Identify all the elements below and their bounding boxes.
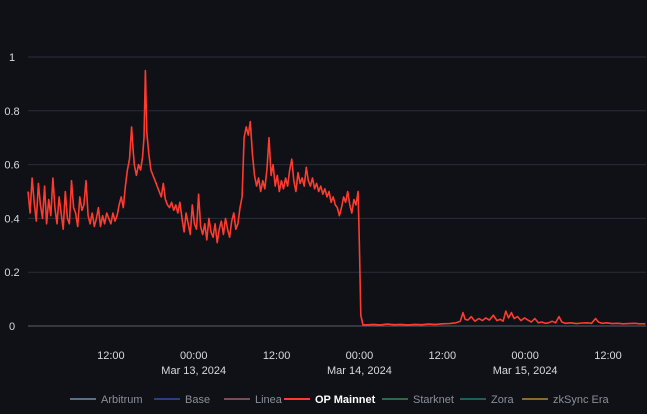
legend-label: zkSync Era: [553, 394, 610, 406]
x-tick-label: 00:00: [511, 350, 539, 362]
legend-label: OP Mainnet: [315, 394, 376, 406]
legend-item-zora[interactable]: Zora: [460, 394, 515, 406]
series-line-op-mainnet: [27, 69, 646, 326]
x-tick-label: 12:00: [263, 350, 291, 362]
y-axis: 0 0.2 0.4 0.6 0.8 1: [4, 52, 19, 333]
x-tick-date-label: Mar 13, 2024: [161, 365, 226, 377]
x-tick-date-label: Mar 14, 2024: [327, 365, 392, 377]
legend-item-base[interactable]: Base: [154, 394, 210, 406]
legend-item-zksync-era[interactable]: zkSync Era: [522, 394, 610, 406]
x-tick-label: 12:00: [594, 350, 622, 362]
x-tick-label: 00:00: [346, 350, 374, 362]
y-tick-label: 0.8: [4, 106, 19, 118]
x-axis: 12:00 00:00 Mar 13, 2024 12:00 00:00 Mar 14, …: [97, 350, 622, 377]
legend-label: Arbitrum: [101, 394, 143, 406]
legend-item-op-mainnet[interactable]: OP Mainnet: [284, 394, 376, 406]
x-tick-date-label: Mar 15, 2024: [493, 365, 558, 377]
y-tick-label: 0.4: [4, 213, 19, 225]
legend-item-starknet[interactable]: Starknet: [382, 394, 454, 406]
series-lines: [27, 69, 646, 326]
legend-label: Zora: [491, 394, 515, 406]
x-tick-label: 12:00: [97, 350, 125, 362]
y-tick-label: 0: [9, 321, 15, 333]
x-tick-label: 00:00: [180, 350, 208, 362]
y-tick-label: 0.2: [4, 267, 19, 279]
legend-label: Starknet: [413, 394, 454, 406]
legend-item-arbitrum[interactable]: Arbitrum: [70, 394, 143, 406]
legend-label: Linea: [255, 394, 283, 406]
y-tick-label: 1: [9, 52, 15, 64]
legend: Arbitrum Base Linea OP Mainnet Starknet Zora z…: [70, 394, 610, 406]
legend-label: Base: [185, 394, 210, 406]
grid: [28, 56, 646, 327]
x-tick-label: 12:00: [429, 350, 457, 362]
y-tick-label: 0.6: [4, 160, 19, 172]
legend-item-linea[interactable]: Linea: [224, 394, 283, 406]
